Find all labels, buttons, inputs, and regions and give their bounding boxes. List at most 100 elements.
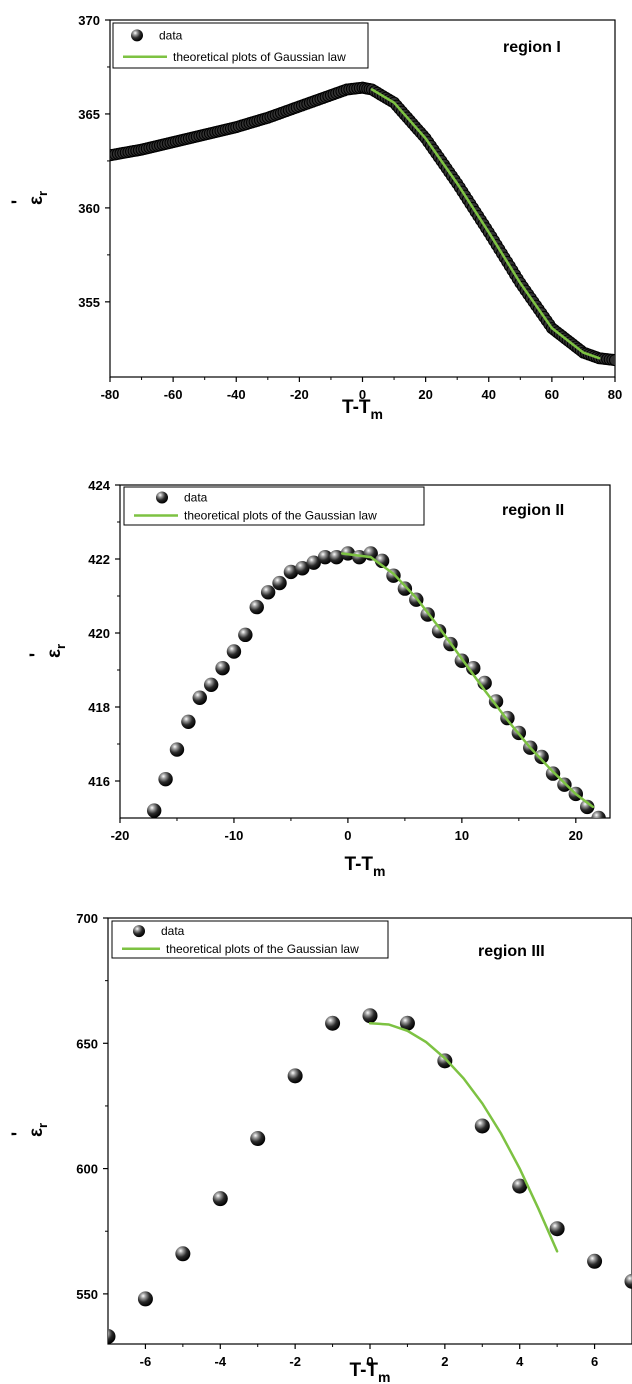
x-tick-label: 10 — [455, 828, 469, 843]
data-point — [591, 810, 606, 818]
y-axis-prime: ' — [27, 653, 48, 658]
legend: data theoretical plots of the Gaussian la… — [111, 920, 389, 959]
x-tick-label: 20 — [569, 828, 583, 843]
legend-box — [112, 22, 369, 69]
data-point — [488, 694, 504, 709]
chart-panel-2: -20 -10 0 10 20 416 418 420 422 424 data theoretica… — [27, 478, 611, 879]
fit-line — [368, 1021, 559, 1253]
x-tick-label: 0 — [366, 1354, 373, 1369]
data-point — [352, 549, 367, 565]
legend-label-data: data — [161, 924, 185, 938]
x-axis-label: T-Tm — [345, 854, 386, 879]
data-point — [250, 1131, 266, 1147]
legend-box — [123, 486, 425, 526]
data-point — [137, 1291, 153, 1307]
data-point — [283, 564, 299, 580]
data-point — [215, 660, 230, 676]
legend-marker-data — [133, 925, 145, 938]
data-point — [512, 1178, 528, 1194]
legend-box — [111, 920, 389, 959]
y-axis-label-text: εr — [26, 191, 50, 205]
data-point — [545, 766, 561, 781]
region-label: region II — [502, 502, 564, 519]
x-tick-label: 80 — [608, 387, 622, 402]
x-tick-label: -20 — [111, 828, 130, 843]
y-tick-label: 370 — [78, 13, 100, 28]
x-tick-label: 0 — [344, 828, 351, 843]
data-point — [260, 585, 276, 600]
y-tick-label: 700 — [76, 911, 98, 926]
data-point — [437, 1053, 453, 1069]
data-point — [203, 677, 219, 692]
data-point — [580, 799, 595, 815]
y-tick-label: 365 — [78, 107, 100, 122]
y-tick-label: 360 — [78, 201, 100, 216]
x-tick-label: -20 — [290, 387, 309, 402]
data-point — [474, 1118, 490, 1134]
data-point — [397, 581, 413, 596]
x-tick-label: 20 — [418, 387, 432, 402]
data-point — [624, 1273, 632, 1289]
data-point — [158, 771, 173, 787]
data-point — [272, 575, 287, 591]
legend-label-fit: theoretical plots of Gaussian law — [173, 50, 346, 64]
y-axis-prime: ' — [9, 200, 30, 205]
data-point — [374, 553, 390, 569]
legend: data theoretical plots of the Gaussian la… — [123, 486, 425, 526]
x-tick-label: 0 — [359, 387, 366, 402]
x-tick-label: 6 — [591, 1354, 598, 1369]
data-point — [399, 1015, 415, 1031]
data-point — [609, 354, 615, 367]
plot-area — [110, 81, 615, 367]
fit-line — [340, 552, 595, 809]
plot-frame — [109, 19, 616, 378]
x-tick-label: 2 — [441, 1354, 448, 1369]
data-point — [238, 627, 253, 643]
region-label: region I — [503, 39, 561, 56]
x-tick-label: -6 — [140, 1354, 152, 1369]
data-point — [431, 623, 447, 639]
legend-label-fit: theoretical plots of the Gaussian law — [166, 942, 359, 956]
data-point — [192, 690, 207, 705]
data-point — [317, 549, 333, 565]
x-tick-label: 40 — [482, 387, 496, 402]
y-axis-label: εr' — [27, 644, 68, 658]
chart-panel-3: -6 -4 -2 0 2 4 6 550 600 650 700 data theoretical pl… — [9, 911, 632, 1384]
plot-frame — [107, 917, 632, 1345]
data-point — [466, 660, 481, 676]
data-point — [249, 599, 264, 615]
x-tick-label: -4 — [215, 1354, 227, 1369]
y-tick-label: 422 — [88, 552, 110, 567]
legend-marker-data — [156, 491, 168, 504]
data-point — [306, 555, 321, 570]
data-point — [146, 803, 162, 818]
legend: data theoretical plots of Gaussian law — [112, 22, 369, 69]
legend-label-fit: theoretical plots of the Gaussian law — [184, 509, 377, 523]
data-point — [295, 561, 310, 576]
x-tick-label: -2 — [289, 1354, 301, 1369]
plot-frame — [119, 484, 611, 819]
y-axis-label: εr' — [9, 191, 50, 205]
data-point — [287, 1068, 303, 1084]
x-axis-label: T-Tm — [350, 1360, 391, 1384]
y-axis-label-text: εr — [44, 644, 68, 658]
data-point — [226, 644, 242, 659]
x-tick-label: 4 — [516, 1354, 524, 1369]
x-tick-label: -80 — [101, 387, 120, 402]
y-axis-label: εr' — [9, 1123, 50, 1137]
plot-area — [108, 1008, 632, 1344]
y-axis-prime: ' — [9, 1132, 30, 1137]
chart-panel-1: -80 -60 -40 -20 0 20 40 60 80 355 360 365 370 data the… — [9, 13, 622, 422]
y-axis-label-text: εr — [26, 1123, 50, 1137]
y-tick-label: 416 — [88, 774, 110, 789]
data-point — [181, 714, 196, 729]
x-tick-label: -40 — [227, 387, 246, 402]
y-tick-label: 420 — [88, 626, 110, 641]
x-tick-label: -60 — [164, 387, 183, 402]
data-point — [329, 549, 344, 565]
plot-area — [146, 546, 606, 818]
legend-label-data: data — [159, 28, 183, 42]
data-point — [534, 749, 549, 765]
y-tick-label: 424 — [88, 478, 110, 493]
